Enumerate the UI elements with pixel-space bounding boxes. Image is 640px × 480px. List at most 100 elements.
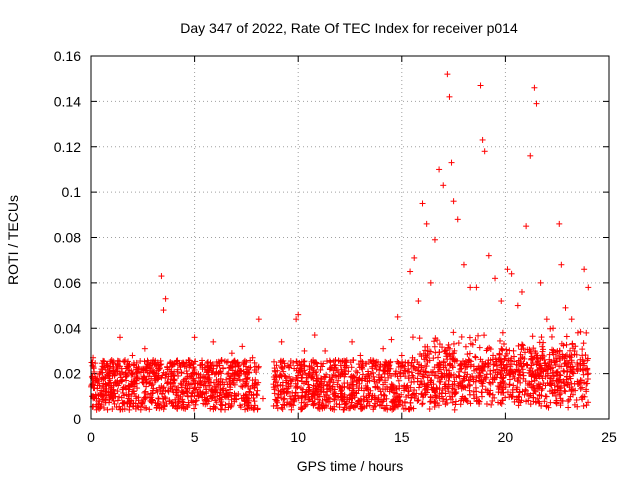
data-point (228, 350, 235, 357)
data-point (477, 82, 484, 89)
data-point (450, 198, 457, 205)
data-point (332, 357, 339, 364)
data-point (473, 284, 480, 291)
x-tick-label: 25 (601, 429, 617, 445)
data-point (239, 343, 246, 350)
data-point (467, 284, 474, 291)
data-point (440, 182, 447, 189)
data-point (514, 302, 521, 309)
data-point (162, 295, 169, 302)
data-point (380, 345, 387, 352)
data-point (117, 334, 124, 341)
data-point (411, 254, 418, 261)
x-tick-label: 15 (394, 429, 410, 445)
data-point (448, 159, 455, 166)
data-point (446, 93, 453, 100)
y-tick-label: 0.04 (54, 320, 81, 336)
data-point (160, 307, 167, 314)
data-point (585, 284, 592, 291)
data-point (357, 352, 364, 359)
data-point (460, 261, 467, 268)
data-point (498, 298, 505, 305)
x-axis-label: GPS time / hours (297, 458, 404, 474)
data-point (508, 270, 515, 277)
data-point (108, 357, 115, 364)
data-point (518, 288, 525, 295)
y-tick-label: 0.12 (54, 139, 81, 155)
data-point (349, 338, 356, 345)
data-point (415, 298, 422, 305)
data-point (574, 329, 581, 336)
data-point (537, 279, 544, 286)
data-point (543, 316, 550, 323)
data-point (201, 366, 208, 373)
data-point (527, 152, 534, 159)
data-point (98, 366, 105, 373)
data-point (388, 336, 395, 343)
x-tick-label: 20 (498, 429, 514, 445)
data-point (342, 359, 349, 366)
data-point (533, 100, 540, 107)
data-point (481, 148, 488, 155)
data-point (183, 359, 190, 366)
data-point (129, 352, 136, 359)
data-point (367, 357, 374, 364)
y-tick-label: 0.14 (54, 93, 81, 109)
x-tick-label: 0 (87, 429, 95, 445)
data-point (444, 71, 451, 78)
x-tick-label: 10 (290, 429, 306, 445)
data-point (394, 313, 401, 320)
data-point (295, 311, 302, 318)
data-point (562, 304, 569, 311)
data-point (170, 361, 177, 368)
data-point (278, 338, 285, 345)
data-point (479, 136, 486, 143)
data-point (322, 347, 329, 354)
x-tick-label: 5 (191, 429, 199, 445)
data-point (581, 266, 588, 273)
data-point (531, 84, 538, 91)
data-point (158, 273, 165, 280)
data-points (88, 71, 592, 413)
data-point (191, 334, 198, 341)
data-point (454, 216, 461, 223)
data-point (249, 354, 256, 361)
data-point (431, 236, 438, 243)
data-point (492, 275, 499, 282)
data-point (255, 316, 262, 323)
plot-frame (90, 55, 610, 420)
data-point (218, 357, 225, 364)
y-tick-label: 0.02 (54, 366, 81, 382)
data-point (568, 316, 575, 323)
data-point (550, 325, 557, 332)
chart-title: Day 347 of 2022, Rate Of TEC Index for r… (180, 20, 518, 36)
y-axis-label: ROTI / TECUs (5, 195, 21, 285)
y-tick-label: 0.08 (54, 230, 81, 246)
data-point (504, 266, 511, 273)
data-point (141, 345, 148, 352)
grid-lines (91, 56, 609, 419)
data-point (293, 316, 300, 323)
y-tick-label: 0.16 (54, 48, 81, 64)
data-point (407, 268, 414, 275)
data-point (150, 357, 157, 364)
data-point (558, 261, 565, 268)
data-point (523, 223, 530, 230)
data-point (485, 252, 492, 259)
data-point (210, 338, 217, 345)
data-point (301, 347, 308, 354)
y-tick-label: 0 (73, 411, 81, 427)
axes: 0 5 10 15 20 25 0 0.02 0.04 0.06 0.08 0.1 0.12 0.14 0.… (54, 48, 617, 445)
data-point (556, 220, 563, 227)
data-point (419, 200, 426, 207)
data-point (398, 352, 405, 359)
y-tick-label: 0.06 (54, 275, 81, 291)
data-point (427, 279, 434, 286)
data-point (423, 220, 430, 227)
data-point (436, 166, 443, 173)
data-point (259, 395, 266, 402)
data-point (311, 332, 318, 339)
y-tick-label: 0.1 (62, 184, 82, 200)
point-cloud (88, 325, 592, 413)
